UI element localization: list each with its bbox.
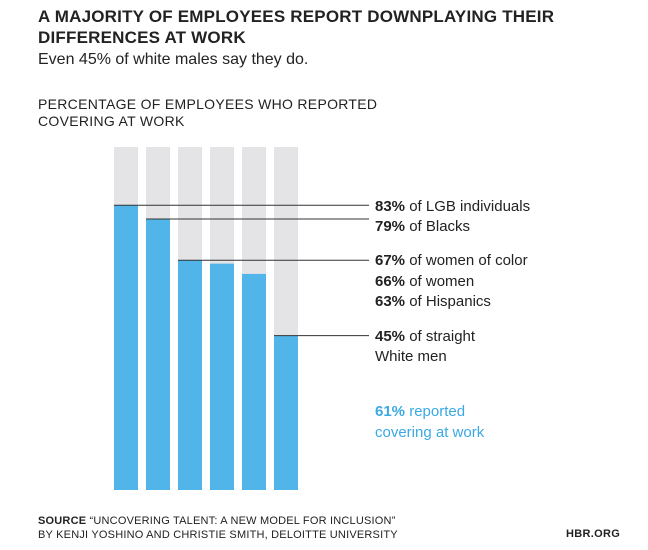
data-label: 67% of women of color — [375, 252, 528, 269]
source-line-2: BY KENJI YOSHINO AND CHRISTIE SMITH, DEL… — [38, 529, 398, 541]
annotation: 61% reported — [375, 403, 465, 420]
chart-subtitle: Even 45% of white males say they do. — [38, 51, 309, 68]
data-label: 83% of LGB individuals — [375, 198, 530, 215]
bar — [114, 205, 138, 490]
bar — [178, 260, 202, 490]
data-label: 63% of Hispanics — [375, 293, 491, 310]
publisher-label: HBR.ORG — [566, 528, 621, 540]
source-note: SOURCE “UNCOVERING TALENT: A NEW MODEL F… — [38, 514, 558, 542]
chart-heading: PERCENTAGE OF EMPLOYEES WHO REPORTED COV… — [38, 96, 378, 129]
data-label: 45% of straight — [375, 328, 476, 345]
bar — [146, 219, 170, 490]
source-label: SOURCE — [38, 515, 87, 527]
annotation-line-2: covering at work — [375, 424, 485, 441]
data-label: 79% of Blacks — [375, 218, 470, 235]
data-label-line-2: White men — [375, 348, 447, 365]
bar — [274, 335, 298, 490]
chart-title: A MAJORITY OF EMPLOYEES REPORT DOWNPLAYI… — [38, 7, 555, 47]
data-label: 66% of women — [375, 273, 474, 290]
source-line-1: “UNCOVERING TALENT: A NEW MODEL FOR INCL… — [89, 515, 396, 527]
bar — [210, 263, 234, 490]
bar — [242, 273, 266, 490]
